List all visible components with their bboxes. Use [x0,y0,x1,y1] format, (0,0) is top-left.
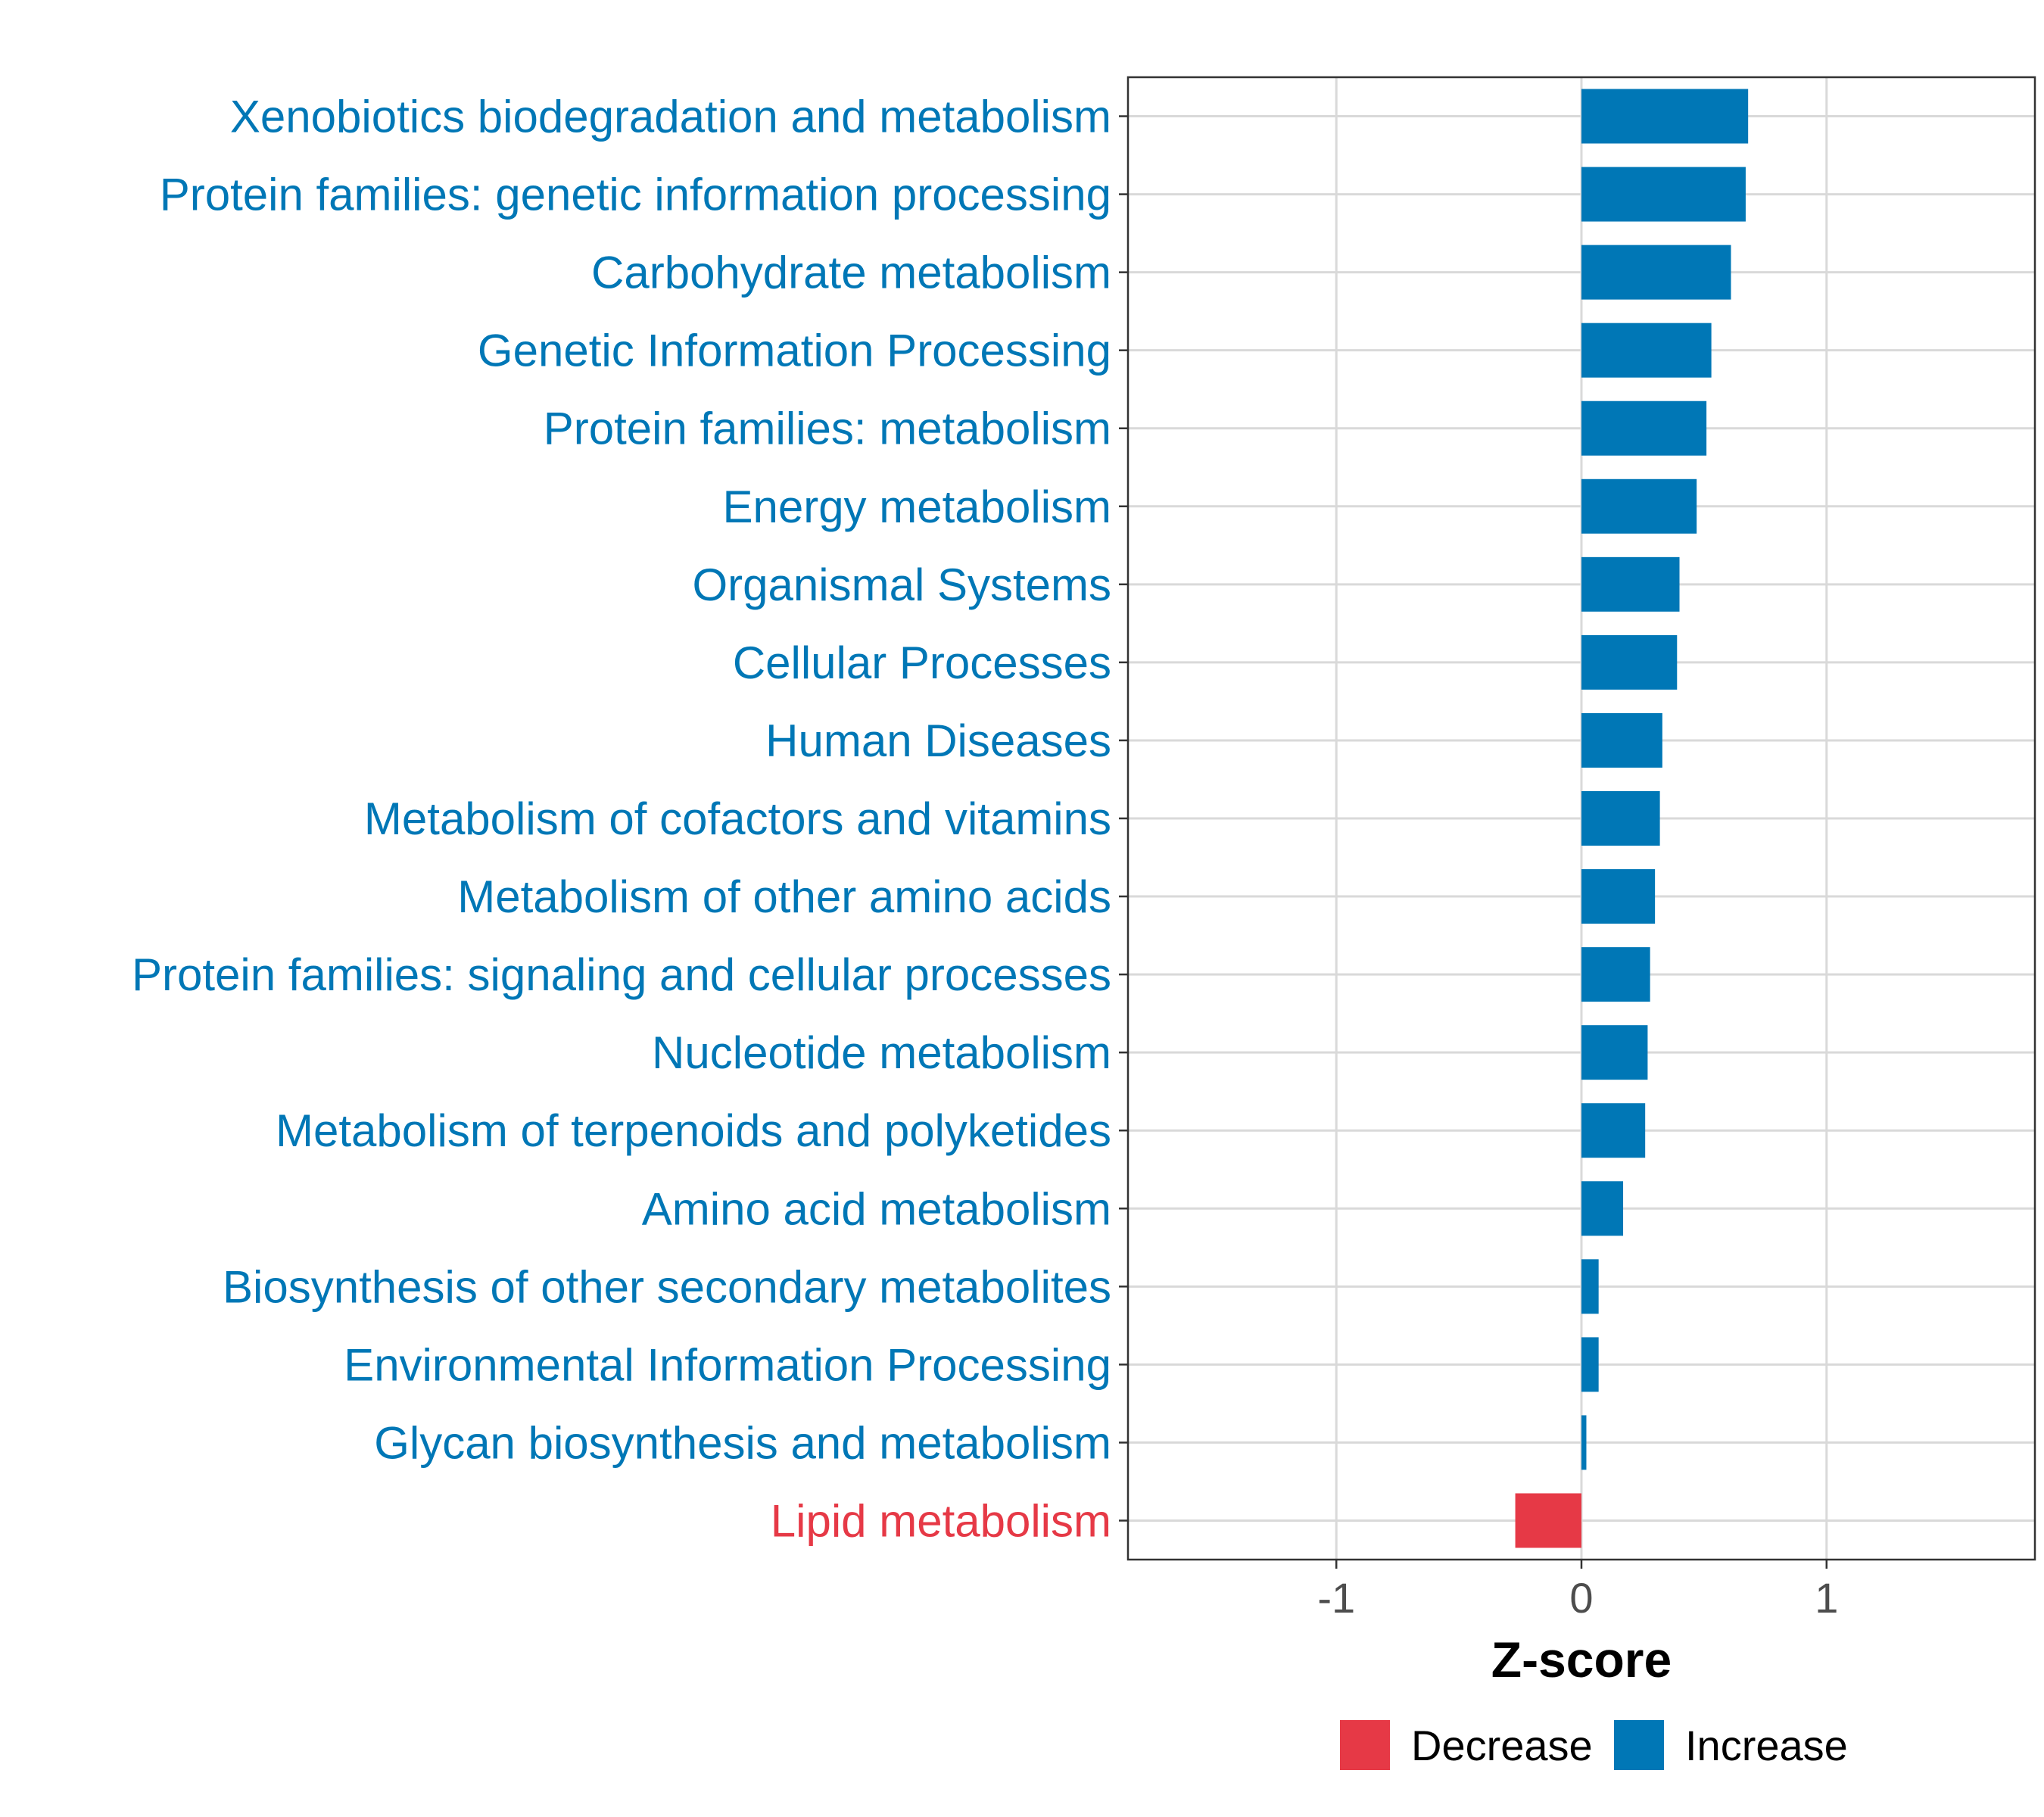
bar [1581,167,1746,222]
category-label: Cellular Processes [733,637,1111,688]
legend-swatch [1614,1720,1664,1770]
bar [1581,634,1678,690]
x-axis-title: Z-score [1491,1632,1672,1688]
legend-label: Decrease [1411,1722,1593,1769]
category-label: Environmental Information Processing [344,1339,1111,1390]
legend-swatch [1340,1720,1390,1770]
category-label: Genetic Information Processing [478,326,1111,376]
bar [1581,869,1656,924]
bar [1581,323,1712,378]
category-label: Metabolism of other amino acids [457,871,1111,922]
y-axis: Xenobiotics biodegradation and metabolis… [132,92,1128,1546]
category-label: Protein families: metabolism [544,404,1111,454]
bar [1581,556,1680,612]
legend: Decrease Increase [1340,1720,1848,1770]
category-label: Metabolism of terpenoids and polyketides [276,1105,1111,1156]
category-label: Protein families: genetic information pr… [160,170,1111,220]
x-tick-label: 1 [1815,1574,1838,1622]
bar [1581,1025,1648,1080]
bar [1581,1103,1646,1158]
x-tick-label: 0 [1569,1574,1593,1622]
category-label: Amino acid metabolism [642,1183,1111,1234]
category-label: Glycan biosynthesis and metabolism [374,1417,1111,1468]
bar [1581,947,1650,1002]
bar [1581,791,1660,846]
legend-label: Increase [1685,1722,1848,1769]
category-label: Xenobiotics biodegradation and metabolis… [230,92,1111,142]
bar [1581,478,1697,534]
category-label: Nucleotide metabolism [652,1027,1111,1078]
bar [1581,400,1707,456]
bar [1581,712,1662,768]
x-tick-label: -1 [1317,1574,1355,1622]
category-label: Metabolism of cofactors and vitamins [364,793,1111,844]
category-label: Energy metabolism [722,482,1111,532]
bar [1581,245,1731,300]
bar [1581,1337,1599,1392]
bar [1581,1181,1624,1236]
bar [1581,1415,1587,1470]
bar [1515,1493,1581,1548]
category-label: Lipid metabolism [771,1495,1111,1546]
bar [1581,1259,1599,1314]
bar [1581,89,1749,144]
category-label: Carbohydrate metabolism [591,248,1111,298]
bars-layer [1515,89,1749,1548]
category-label: Human Diseases [765,715,1111,766]
category-label: Biosynthesis of other secondary metaboli… [223,1261,1111,1312]
x-axis: -1 0 1 [1317,1560,1838,1622]
category-label: Organismal Systems [693,559,1111,610]
category-label: Protein families: signaling and cellular… [132,949,1111,1000]
